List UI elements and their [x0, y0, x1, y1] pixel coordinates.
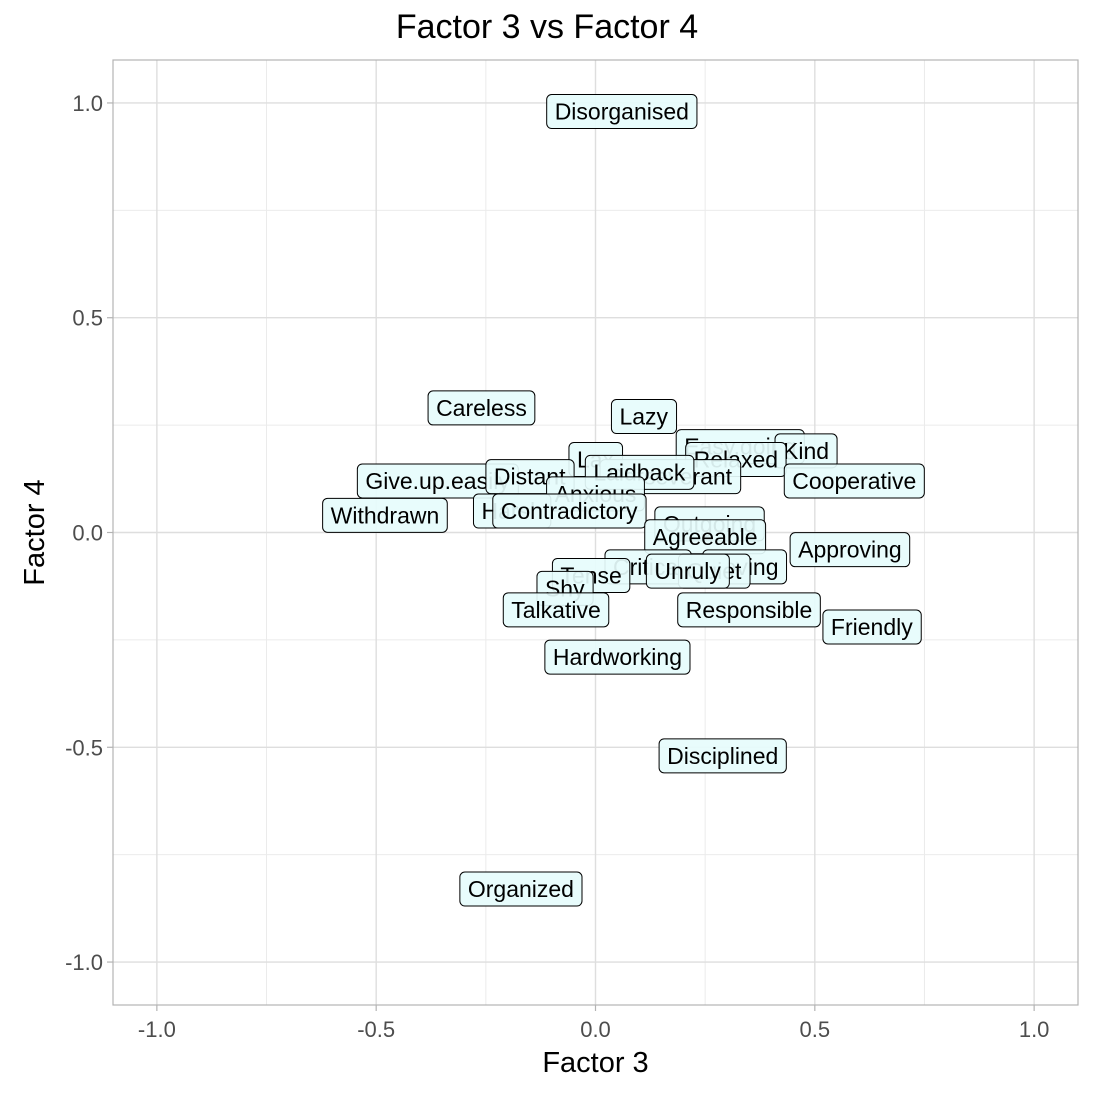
label-box [658, 738, 787, 774]
point-label-withdrawn: Withdrawn [322, 497, 448, 533]
label-box [610, 399, 678, 435]
point-label-agreeable: Agreeable [644, 519, 767, 555]
x-tick-label: 1.0 [1019, 1017, 1050, 1042]
label-text: Kind [783, 438, 829, 464]
label-text: Approving [798, 537, 902, 563]
label-text: Hardworking [553, 644, 682, 670]
label-text: Disorganised [555, 99, 689, 125]
chart-title: Factor 3 vs Factor 4 [395, 8, 699, 46]
label-box [783, 463, 925, 499]
x-axis-title: Factor 3 [542, 1047, 648, 1079]
point-label-unruly: Unruly [645, 553, 730, 589]
label-box [546, 94, 698, 130]
label-text: Responsible [686, 597, 813, 623]
point-label-hardworking: Hardworking [544, 639, 691, 675]
label-box [322, 497, 448, 533]
label-text: Unruly [654, 558, 721, 584]
label-box [459, 871, 583, 907]
point-labels: DisorganisedCarelessLazyEasy.goingKindRe… [322, 94, 925, 907]
x-tick-label: 0.5 [800, 1017, 831, 1042]
axis-ticks: -1.0 -0.5 0.0 0.5 1.0 1.0 0.5 0.0 -0.5 -1.0 [65, 91, 1049, 1042]
point-label-organized: Organized [459, 871, 583, 907]
label-text: Careless [436, 395, 527, 421]
point-label-lazy: Lazy [610, 399, 678, 435]
x-tick-label: -1.0 [138, 1017, 176, 1042]
label-box [502, 592, 610, 628]
y-tick-label: 0.0 [72, 521, 103, 546]
y-tick-label: -1.0 [65, 950, 103, 975]
point-label-friendly: Friendly [822, 609, 922, 645]
y-tick-label: 0.5 [72, 306, 103, 331]
label-box [789, 532, 911, 568]
label-text: Disciplined [667, 743, 778, 769]
point-label-cooperative: Cooperative [783, 463, 925, 499]
label-text: Lazy [619, 404, 668, 430]
point-label-approving: Approving [789, 532, 911, 568]
x-tick-label: -0.5 [357, 1017, 395, 1042]
point-label-talkative: Talkative [502, 592, 610, 628]
point-label-kind: Kind [774, 433, 838, 469]
y-tick-label: -0.5 [65, 735, 103, 760]
label-text: Contradictory [501, 498, 638, 524]
point-label-contradictory: Contradictory [492, 493, 647, 529]
label-text: Talkative [511, 597, 600, 623]
y-tick-label: 1.0 [72, 91, 103, 116]
label-box [544, 639, 691, 675]
label-text: Organized [468, 876, 574, 902]
label-text: Withdrawn [331, 502, 440, 528]
point-label-disciplined: Disciplined [658, 738, 787, 774]
label-box [427, 390, 536, 426]
label-text: Agreeable [653, 524, 758, 550]
label-box [677, 592, 821, 628]
label-text: Friendly [831, 614, 913, 640]
point-label-disorganised: Disorganised [546, 94, 698, 130]
x-tick-label: 0.0 [580, 1017, 611, 1042]
label-box [492, 493, 647, 529]
y-axis-title: Factor 4 [19, 479, 51, 585]
label-box [822, 609, 922, 645]
label-text: Cooperative [792, 468, 916, 494]
label-box [645, 553, 730, 589]
point-label-responsible: Responsible [677, 592, 821, 628]
point-label-careless: Careless [427, 390, 536, 426]
